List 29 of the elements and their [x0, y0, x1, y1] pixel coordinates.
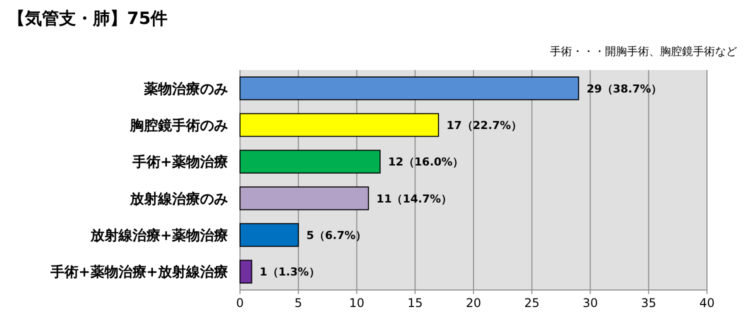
y-tick-label: 薬物治療のみ: [143, 80, 228, 98]
bar: [240, 260, 252, 284]
x-tick-label: 35: [640, 296, 656, 310]
text: 手術・・・開胸手術、胸腔鏡手術など: [550, 45, 737, 58]
y-tick-label: 手術+薬物治療+放射線治療: [50, 264, 228, 281]
x-tick-label: 5: [294, 296, 302, 310]
bar: [240, 76, 580, 100]
x-tick-label: 25: [524, 296, 540, 310]
x-tick-label: 10: [349, 296, 364, 310]
data-label: 17（22.7%）: [446, 119, 522, 132]
y-tick-label: 胸腔鏡手術のみ: [129, 117, 228, 134]
y-tick-label: 放射線治療+薬物治療: [89, 227, 228, 244]
data-label: 29（38.7%）: [586, 82, 662, 96]
x-tick-label: 0: [236, 296, 244, 310]
data-label: 5（6.7%）: [306, 229, 367, 242]
x-tick-label: 40: [699, 296, 715, 310]
y-tick-label: 手術+薬物治療: [131, 154, 228, 171]
y-tick-label: 放射線治療のみ: [129, 190, 228, 208]
bar: [240, 113, 439, 137]
bar: [240, 223, 299, 247]
x-tick-label: 20: [466, 296, 482, 310]
x-tick-label: 30: [582, 296, 598, 310]
data-label: 1（1.3%）: [260, 266, 320, 279]
data-label: 11（14.7%）: [376, 192, 452, 206]
bar: [240, 150, 381, 174]
bar: [240, 186, 369, 210]
data-label: 12（16.0%）: [388, 156, 464, 169]
x-tick-label: 15: [407, 296, 423, 310]
text: 【気管支・肺】75件: [8, 9, 168, 29]
